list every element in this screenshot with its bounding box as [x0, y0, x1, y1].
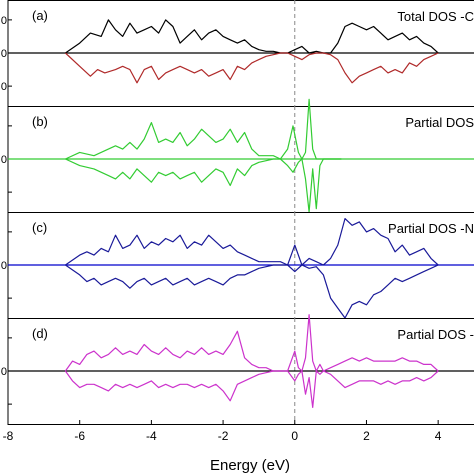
- y-tick-label: 0: [1, 366, 7, 378]
- x-axis: Energy (eV) -8 -6 -4 -2 0 2 4: [3, 420, 442, 474]
- x-tick-label: 0: [291, 429, 298, 443]
- panels-group: 0 0 0 (a) Total DOS -C 0 (b) Partial DOS 0 (c) Par…: [1, 0, 474, 425]
- series-line-spin-up: [65, 218, 439, 266]
- y-tick-label: 0: [1, 260, 7, 272]
- panel-label: (d): [32, 326, 48, 341]
- series-line-spin-down: [65, 158, 342, 213]
- x-tick-label: -4: [146, 429, 157, 443]
- panel-0: 0 0 0 (a) Total DOS -C: [1, 0, 474, 107]
- series-line-spin-up: [65, 98, 342, 160]
- x-tick-label: -6: [74, 429, 85, 443]
- panel-title: Total DOS -C: [397, 9, 474, 24]
- series-line-spin-down: [65, 264, 439, 319]
- series-line-spin-down: [64, 52, 439, 84]
- x-tick-label: 2: [363, 429, 370, 443]
- panel-label: (b): [32, 114, 48, 129]
- y-tick-label: 0: [1, 48, 7, 60]
- y-tick-label: 0: [1, 81, 7, 93]
- panel-2: 0 (c) Partial DOS -N: [1, 212, 474, 319]
- panel-title: Partial DOS -N: [388, 221, 474, 236]
- x-tick-label: 4: [435, 429, 442, 443]
- y-tick-label: 0: [1, 154, 7, 166]
- panel-label: (c): [32, 220, 47, 235]
- x-axis-label: Energy (eV): [210, 457, 290, 474]
- panel-label: (a): [32, 8, 48, 23]
- x-tick-label: -2: [218, 429, 229, 443]
- series-line-spin-up: [64, 314, 439, 372]
- series-line-spin-down: [64, 370, 439, 408]
- x-tick-label: -8: [3, 429, 14, 443]
- panel-title: Partial DOS -: [397, 327, 474, 342]
- panel-1: 0 (b) Partial DOS: [1, 98, 474, 213]
- panel-title: Partial DOS: [405, 115, 474, 130]
- y-tick-label: 0: [1, 15, 7, 27]
- series-line-spin-up: [65, 19, 439, 54]
- panel-3: 0 (d) Partial DOS -: [1, 314, 474, 425]
